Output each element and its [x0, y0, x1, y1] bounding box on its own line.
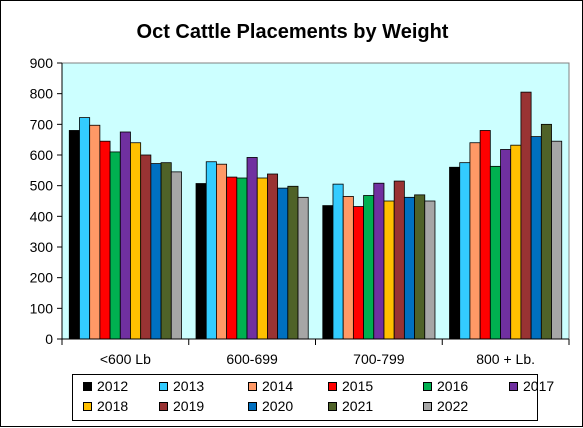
legend-item-2015: 2015: [328, 378, 373, 394]
bar-2019-2: [393, 180, 405, 340]
bar-2019-1: [267, 173, 279, 340]
x-tick-label: <600 Lb: [100, 351, 151, 367]
x-axis: <600 Lb 600-699 700-799 800 + Lb.: [61, 338, 570, 367]
y-tick-label: 800: [30, 86, 54, 102]
bar-2020-2: [403, 196, 415, 340]
legend-swatch: [248, 401, 257, 411]
legend-swatch: [248, 381, 257, 391]
bar-2021-3: [540, 123, 552, 340]
legend-item-2014: 2014: [248, 378, 293, 394]
bar-2013-2: [332, 183, 344, 340]
y-tick-label: 100: [30, 300, 54, 316]
legend-swatch: [159, 401, 168, 411]
bar-2022-1: [297, 196, 309, 340]
legend-label: 2015: [342, 378, 374, 394]
bar-2017-3: [500, 149, 512, 340]
y-tick-label: 900: [30, 55, 54, 71]
bars: [68, 91, 563, 340]
legend-swatch: [423, 401, 432, 411]
bar-2022-3: [551, 140, 563, 340]
bar-2019-0: [140, 154, 152, 340]
bar-2021-1: [287, 185, 299, 340]
legend-swatch: [83, 381, 92, 391]
y-tick-label: 700: [30, 116, 54, 132]
bar-2016-2: [363, 195, 375, 340]
y-tick-label: 200: [30, 270, 54, 286]
legend-item-2020: 2020: [248, 398, 293, 414]
bar-2013-3: [459, 162, 471, 340]
bar-2017-1: [246, 157, 258, 340]
y-tick-label: 400: [30, 208, 54, 224]
legend-swatch: [423, 381, 432, 391]
bar-2017-0: [119, 131, 131, 340]
bar-2020-1: [277, 187, 289, 340]
bar-2021-0: [160, 162, 172, 340]
bar-2014-2: [342, 195, 354, 340]
legend-item-2019: 2019: [159, 398, 204, 414]
legend-item-2012: 2012: [83, 378, 128, 394]
legend-label: 2021: [342, 398, 374, 414]
legend-label: 2014: [262, 378, 294, 394]
legend-swatch: [328, 401, 337, 411]
legend-label: 2022: [437, 398, 469, 414]
bar-2016-0: [109, 151, 121, 340]
legend-item-2022: 2022: [423, 398, 468, 414]
bar-2020-3: [530, 136, 542, 340]
bar-2015-3: [479, 130, 491, 340]
y-tick-label: 600: [30, 147, 54, 163]
bar-2016-1: [236, 177, 248, 340]
legend-label: 2020: [262, 398, 294, 414]
bar-2012-1: [195, 183, 207, 340]
bar-2021-2: [414, 194, 426, 340]
bar-2017-2: [373, 182, 385, 340]
bar-2015-2: [352, 206, 364, 340]
bar-2013-0: [79, 117, 91, 340]
bar-2018-0: [130, 142, 142, 340]
bar-2022-2: [424, 200, 436, 340]
bar-2012-3: [449, 166, 461, 340]
bar-2012-2: [322, 205, 334, 340]
bar-2020-0: [150, 163, 162, 340]
bar-2012-0: [68, 130, 80, 340]
legend-item-2013: 2013: [159, 378, 204, 394]
legend-label: 2012: [97, 378, 129, 394]
bar-2015-0: [99, 140, 111, 340]
bar-2018-3: [510, 144, 522, 340]
legend-label: 2019: [173, 398, 205, 414]
chart-title: Oct Cattle Placements by Weight: [136, 21, 449, 43]
bar-2015-1: [226, 176, 238, 340]
bar-2014-0: [89, 124, 101, 340]
legend-swatch: [328, 381, 337, 391]
legend-swatch: [509, 381, 518, 391]
bar-2016-3: [489, 165, 501, 340]
bar-2018-1: [256, 177, 268, 340]
bar-2014-1: [216, 163, 228, 340]
y-axis: 0 100 200 300 400 500 600 700 800 900: [30, 55, 63, 347]
legend-item-2018: 2018: [83, 398, 128, 414]
legend-item-2016: 2016: [423, 378, 468, 394]
legend-label: 2018: [97, 398, 129, 414]
legend-item-2021: 2021: [328, 398, 373, 414]
legend-swatch: [159, 381, 168, 391]
y-tick-label: 0: [45, 331, 53, 347]
bar-2022-0: [170, 171, 182, 340]
legend-label: 2013: [173, 378, 205, 394]
legend: 2012 2013 2014 2015 2016 2017 2018 2019 2020 2021…: [72, 374, 554, 421]
x-tick-label: 800 + Lb.: [476, 351, 535, 367]
bar-2014-3: [469, 142, 481, 340]
bar-2013-1: [205, 161, 217, 340]
y-tick-label: 500: [30, 178, 54, 194]
y-tick-label: 300: [30, 239, 54, 255]
x-tick-label: 700-799: [353, 351, 405, 367]
legend-label: 2016: [437, 378, 469, 394]
bar-2018-2: [383, 200, 395, 340]
x-tick-label: 600-699: [226, 351, 278, 367]
legend-label: 2017: [523, 378, 555, 394]
legend-item-2017: 2017: [509, 378, 554, 394]
legend-swatch: [83, 401, 92, 411]
bar-2019-3: [520, 91, 532, 340]
